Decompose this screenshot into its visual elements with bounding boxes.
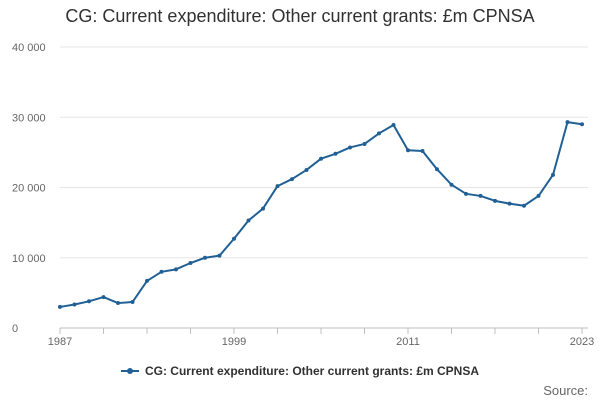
data-point [203,255,207,260]
series-line [59,121,583,308]
data-point [174,267,178,272]
y-tick-label: 40 000 [12,42,46,54]
data-point [130,300,135,305]
data-point [116,301,120,306]
data-point [391,122,396,127]
data-point [435,167,439,172]
data-point [522,203,526,208]
data-point [536,193,541,198]
data-point [72,302,77,307]
data-point [261,206,265,211]
data-point [478,193,483,198]
data-point [507,201,512,206]
data-point [377,131,381,136]
data-point [333,151,338,156]
y-tick-label: 30 000 [12,112,46,124]
data-point [319,156,323,161]
x-tick-label: 1987 [48,336,72,348]
legend-label: CG: Current expenditure: Other current g… [144,364,480,378]
data-point [101,295,106,300]
gridlines [60,46,588,259]
y-tick-label: 20 000 [12,183,46,195]
chart-title: CG: Current expenditure: Other current g… [65,6,535,26]
data-point [145,278,149,283]
series-layer [58,120,584,309]
data-point [188,261,193,266]
data-point [406,148,410,153]
x-tick-label: 2011 [396,336,420,348]
x-tick-label: 2023 [570,336,594,348]
data-point [565,120,570,125]
data-point [246,218,251,223]
data-point [304,167,309,172]
data-point [551,172,555,177]
data-point [275,184,280,189]
y-tick-label: 10 000 [12,253,46,265]
data-point [362,141,367,146]
data-point [420,148,425,153]
data-point [290,177,294,182]
data-point [493,198,497,203]
data-point [348,145,352,150]
source-label[interactable]: Source: [543,383,588,398]
data-point [464,191,468,196]
data-point [580,122,584,127]
data-point [87,299,91,304]
data-point [232,236,236,241]
legend[interactable]: CG: Current expenditure: Other current g… [0,364,600,378]
data-point [159,269,164,274]
data-point [217,253,222,258]
data-point [58,304,62,309]
x-tick-label: 1999 [222,336,246,348]
legend-swatch-icon [120,367,139,374]
data-point [449,182,454,187]
y-tick-label: 0 [12,323,18,335]
axes: 0 10 000 20 000 30 000 40 000 1987 1999 2011 202… [12,42,594,348]
